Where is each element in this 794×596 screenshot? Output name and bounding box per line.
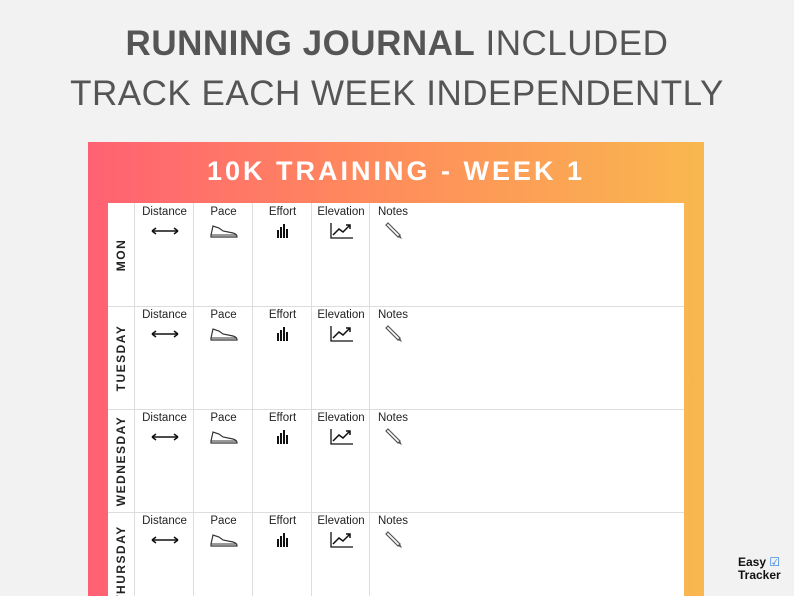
journal-cell: Distance <box>134 203 194 306</box>
column-label: Elevation <box>317 515 365 527</box>
day-label-cell: TUESDAY <box>108 306 134 409</box>
journal-cell: Effort <box>252 306 312 409</box>
journal-cell: Pace <box>193 203 253 306</box>
column-label: Effort <box>268 515 297 527</box>
column-icon <box>385 222 402 239</box>
journal-cell: Elevation <box>311 512 370 596</box>
logo-text: Easy <box>738 555 767 569</box>
column-label: Notes <box>377 412 409 424</box>
column-icon <box>276 327 288 341</box>
journal-cell: Notes <box>369 203 685 306</box>
day-label: TUESDAY <box>114 324 128 392</box>
logo: Easy ☑ Tracker <box>738 556 781 582</box>
journal-cell: Elevation <box>311 306 370 409</box>
journal-cell: Effort <box>252 409 312 512</box>
day-label-cell: WEDNESDAY <box>108 409 134 512</box>
column-label: Distance <box>142 309 187 321</box>
column-icon <box>330 223 353 239</box>
journal-panel: 10K TRAINING - WEEK 1 MON Distance Pace Eff… <box>88 142 704 596</box>
headline-rest: INCLUDED <box>485 24 669 63</box>
day-row: MON Distance Pace Effort Elevation Notes <box>108 203 684 307</box>
journal-sheet: MON Distance Pace Effort Elevation Notes TUESD… <box>108 203 684 596</box>
journal-cell: Pace <box>193 512 253 596</box>
day-label: THURSDAY <box>114 525 128 596</box>
column-label: Pace <box>210 515 237 527</box>
headline-bold: RUNNING JOURNAL <box>125 24 476 63</box>
column-label: Notes <box>377 206 409 218</box>
journal-cell: Distance <box>134 512 194 596</box>
column-label: Elevation <box>317 309 365 321</box>
column-label: Distance <box>142 515 187 527</box>
column-icon <box>385 428 402 445</box>
column-icon <box>330 326 353 342</box>
journal-cell: Effort <box>252 203 312 306</box>
column-icon <box>385 531 402 548</box>
column-icon <box>151 536 178 544</box>
day-label-cell: MON <box>108 203 134 306</box>
journal-cell: Pace <box>193 306 253 409</box>
journal-cell: Effort <box>252 512 312 596</box>
journal-cell: Distance <box>134 409 194 512</box>
column-label: Elevation <box>317 412 365 424</box>
journal-cell: Notes <box>369 512 685 596</box>
journal-cell: Elevation <box>311 203 370 306</box>
column-label: Pace <box>210 412 237 424</box>
column-icon <box>385 325 402 342</box>
column-label: Effort <box>268 412 297 424</box>
column-label: Effort <box>268 206 297 218</box>
column-label: Effort <box>268 309 297 321</box>
column-icon <box>151 330 178 338</box>
column-label: Elevation <box>317 206 365 218</box>
column-icon <box>276 224 288 238</box>
column-icon <box>209 328 238 341</box>
logo-line: Tracker <box>738 568 781 582</box>
logo-check: ☑ <box>769 555 781 569</box>
day-row: TUESDAY Distance Pace Effort Elevation Notes <box>108 306 684 410</box>
column-label: Pace <box>210 309 237 321</box>
journal-cell: Elevation <box>311 409 370 512</box>
day-row: THURSDAY Distance Pace Effort Elevation Notes <box>108 512 684 596</box>
column-icon <box>209 534 238 547</box>
column-icon <box>330 429 353 445</box>
day-label: MON <box>114 238 128 272</box>
column-label: Notes <box>377 515 409 527</box>
column-icon <box>276 430 288 444</box>
column-label: Pace <box>210 206 237 218</box>
column-icon <box>151 227 178 235</box>
column-icon <box>209 225 238 238</box>
journal-title: 10K TRAINING - WEEK 1 <box>206 156 586 186</box>
column-icon <box>330 532 353 548</box>
day-row: WEDNESDAY Distance Pace Effort Elevation Note… <box>108 409 684 513</box>
column-label: Distance <box>142 206 187 218</box>
journal-cell: Notes <box>369 409 685 512</box>
column-label: Distance <box>142 412 187 424</box>
column-icon <box>151 433 178 441</box>
column-icon <box>209 431 238 444</box>
journal-cell: Notes <box>369 306 685 409</box>
logo-line: Easy ☑ <box>738 556 781 569</box>
day-label-cell: THURSDAY <box>108 512 134 596</box>
journal-cell: Distance <box>134 306 194 409</box>
day-label: WEDNESDAY <box>114 415 128 507</box>
journal-cell: Pace <box>193 409 253 512</box>
column-label: Notes <box>377 309 409 321</box>
headline: RUNNING JOURNAL INCLUDED <box>0 24 794 64</box>
column-icon <box>276 533 288 547</box>
subheadline: TRACK EACH WEEK INDEPENDENTLY <box>70 74 724 113</box>
